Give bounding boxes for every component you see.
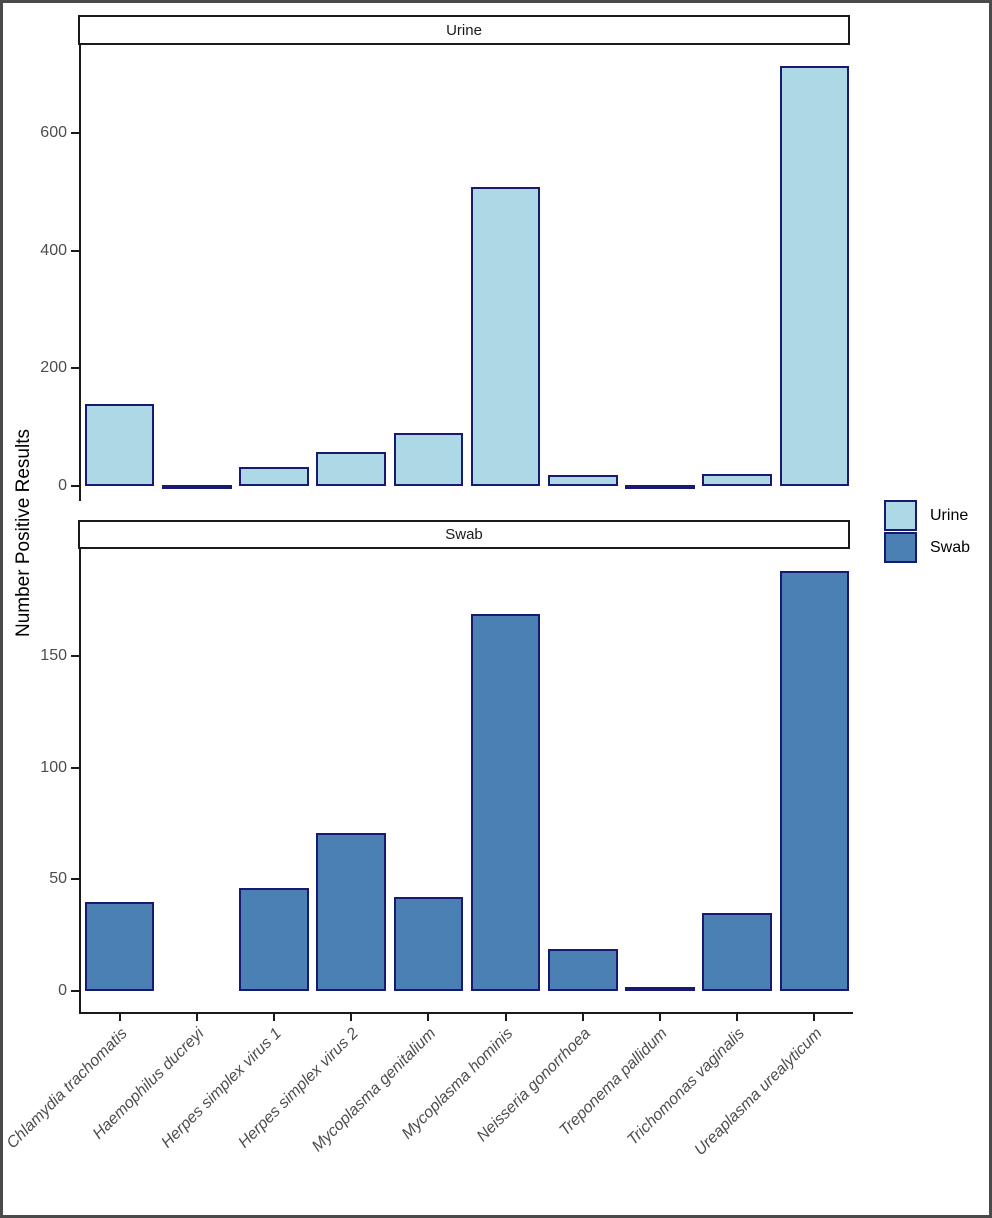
y-tick-label: 150 bbox=[40, 647, 67, 665]
legend-item-swab: Swab bbox=[884, 532, 970, 563]
facet-strip-urine-label: Urine bbox=[446, 21, 482, 39]
legend-swatch-urine bbox=[884, 500, 917, 531]
x-tick-mark bbox=[813, 1014, 816, 1021]
bar-swab-herpes-simplex-virus-1 bbox=[239, 888, 309, 991]
y-tick-label: 600 bbox=[40, 124, 67, 142]
bar-urine-mycoplasma-hominis bbox=[470, 187, 541, 486]
y-tick-mark bbox=[71, 766, 79, 769]
y-axis-line-urine bbox=[79, 45, 81, 501]
y-tick-mark bbox=[71, 655, 79, 658]
bar-swab-trichomonas-vaginalis bbox=[702, 912, 772, 991]
bar-urine-ureaplasma-urealyticum bbox=[779, 65, 850, 486]
x-tick-mark bbox=[195, 1014, 198, 1021]
x-tick-mark bbox=[427, 1014, 430, 1021]
y-tick-mark bbox=[71, 990, 79, 992]
y-tick-label: 0 bbox=[58, 982, 67, 999]
bar-urine-herpes-simplex-virus-2 bbox=[316, 452, 386, 486]
bar-urine-chlamydia-trachomatis bbox=[84, 403, 155, 486]
x-tick-mark bbox=[273, 1014, 275, 1021]
y-tick-mark bbox=[71, 132, 79, 135]
facet-strip-swab: Swab bbox=[78, 520, 850, 549]
bar-swab-herpes-simplex-virus-2 bbox=[316, 832, 386, 991]
bar-urine-neisseria-gonorrhoea bbox=[548, 474, 618, 486]
x-axis-line bbox=[79, 1012, 853, 1014]
y-tick-mark bbox=[71, 367, 79, 370]
bar-urine-trichomonas-vaginalis bbox=[702, 473, 772, 486]
bar-urine-mycoplasma-genitalium bbox=[393, 433, 464, 486]
x-axis-label-ureaplasma-urealyticum: Ureaplasma urealyticum bbox=[691, 1025, 826, 1160]
y-tick-mark bbox=[71, 485, 79, 487]
y-tick-label: 0 bbox=[58, 477, 67, 494]
legend: Urine Swab bbox=[884, 500, 970, 563]
x-tick-mark bbox=[581, 1014, 584, 1021]
y-tick-label: 400 bbox=[40, 241, 67, 259]
x-tick-mark bbox=[659, 1014, 661, 1021]
bar-swab-neisseria-gonorrhoea bbox=[548, 948, 618, 991]
legend-item-urine: Urine bbox=[884, 500, 970, 531]
bar-urine-herpes-simplex-virus-1 bbox=[239, 466, 309, 486]
y-tick-mark bbox=[71, 249, 79, 252]
bar-swab-mycoplasma-genitalium bbox=[393, 897, 464, 991]
legend-label-urine: Urine bbox=[930, 506, 969, 524]
y-tick-mark bbox=[71, 878, 79, 881]
bar-urine-haemophilus-ducreyi bbox=[162, 485, 232, 489]
bar-swab-mycoplasma-hominis bbox=[470, 613, 541, 991]
legend-label-swab: Swab bbox=[930, 538, 971, 556]
y-tick-label: 200 bbox=[40, 359, 67, 377]
facet-strip-swab-label: Swab bbox=[445, 526, 483, 543]
y-tick-label: 50 bbox=[49, 870, 67, 888]
x-tick-mark bbox=[350, 1014, 353, 1021]
bar-swab-ureaplasma-urealyticum bbox=[779, 571, 850, 991]
bar-swab-chlamydia-trachomatis bbox=[84, 901, 155, 991]
legend-swatch-swab bbox=[884, 532, 917, 563]
y-axis-line-swab bbox=[79, 549, 81, 1013]
bar-swab-treponema-pallidum bbox=[625, 986, 695, 991]
x-tick-mark bbox=[736, 1014, 739, 1021]
y-axis-title: Number Positive Results bbox=[13, 428, 34, 638]
bar-urine-treponema-pallidum bbox=[625, 485, 695, 489]
x-tick-mark bbox=[118, 1014, 121, 1021]
facet-strip-urine: Urine bbox=[78, 15, 850, 45]
x-tick-mark bbox=[504, 1014, 507, 1021]
y-tick-label: 100 bbox=[40, 758, 67, 776]
